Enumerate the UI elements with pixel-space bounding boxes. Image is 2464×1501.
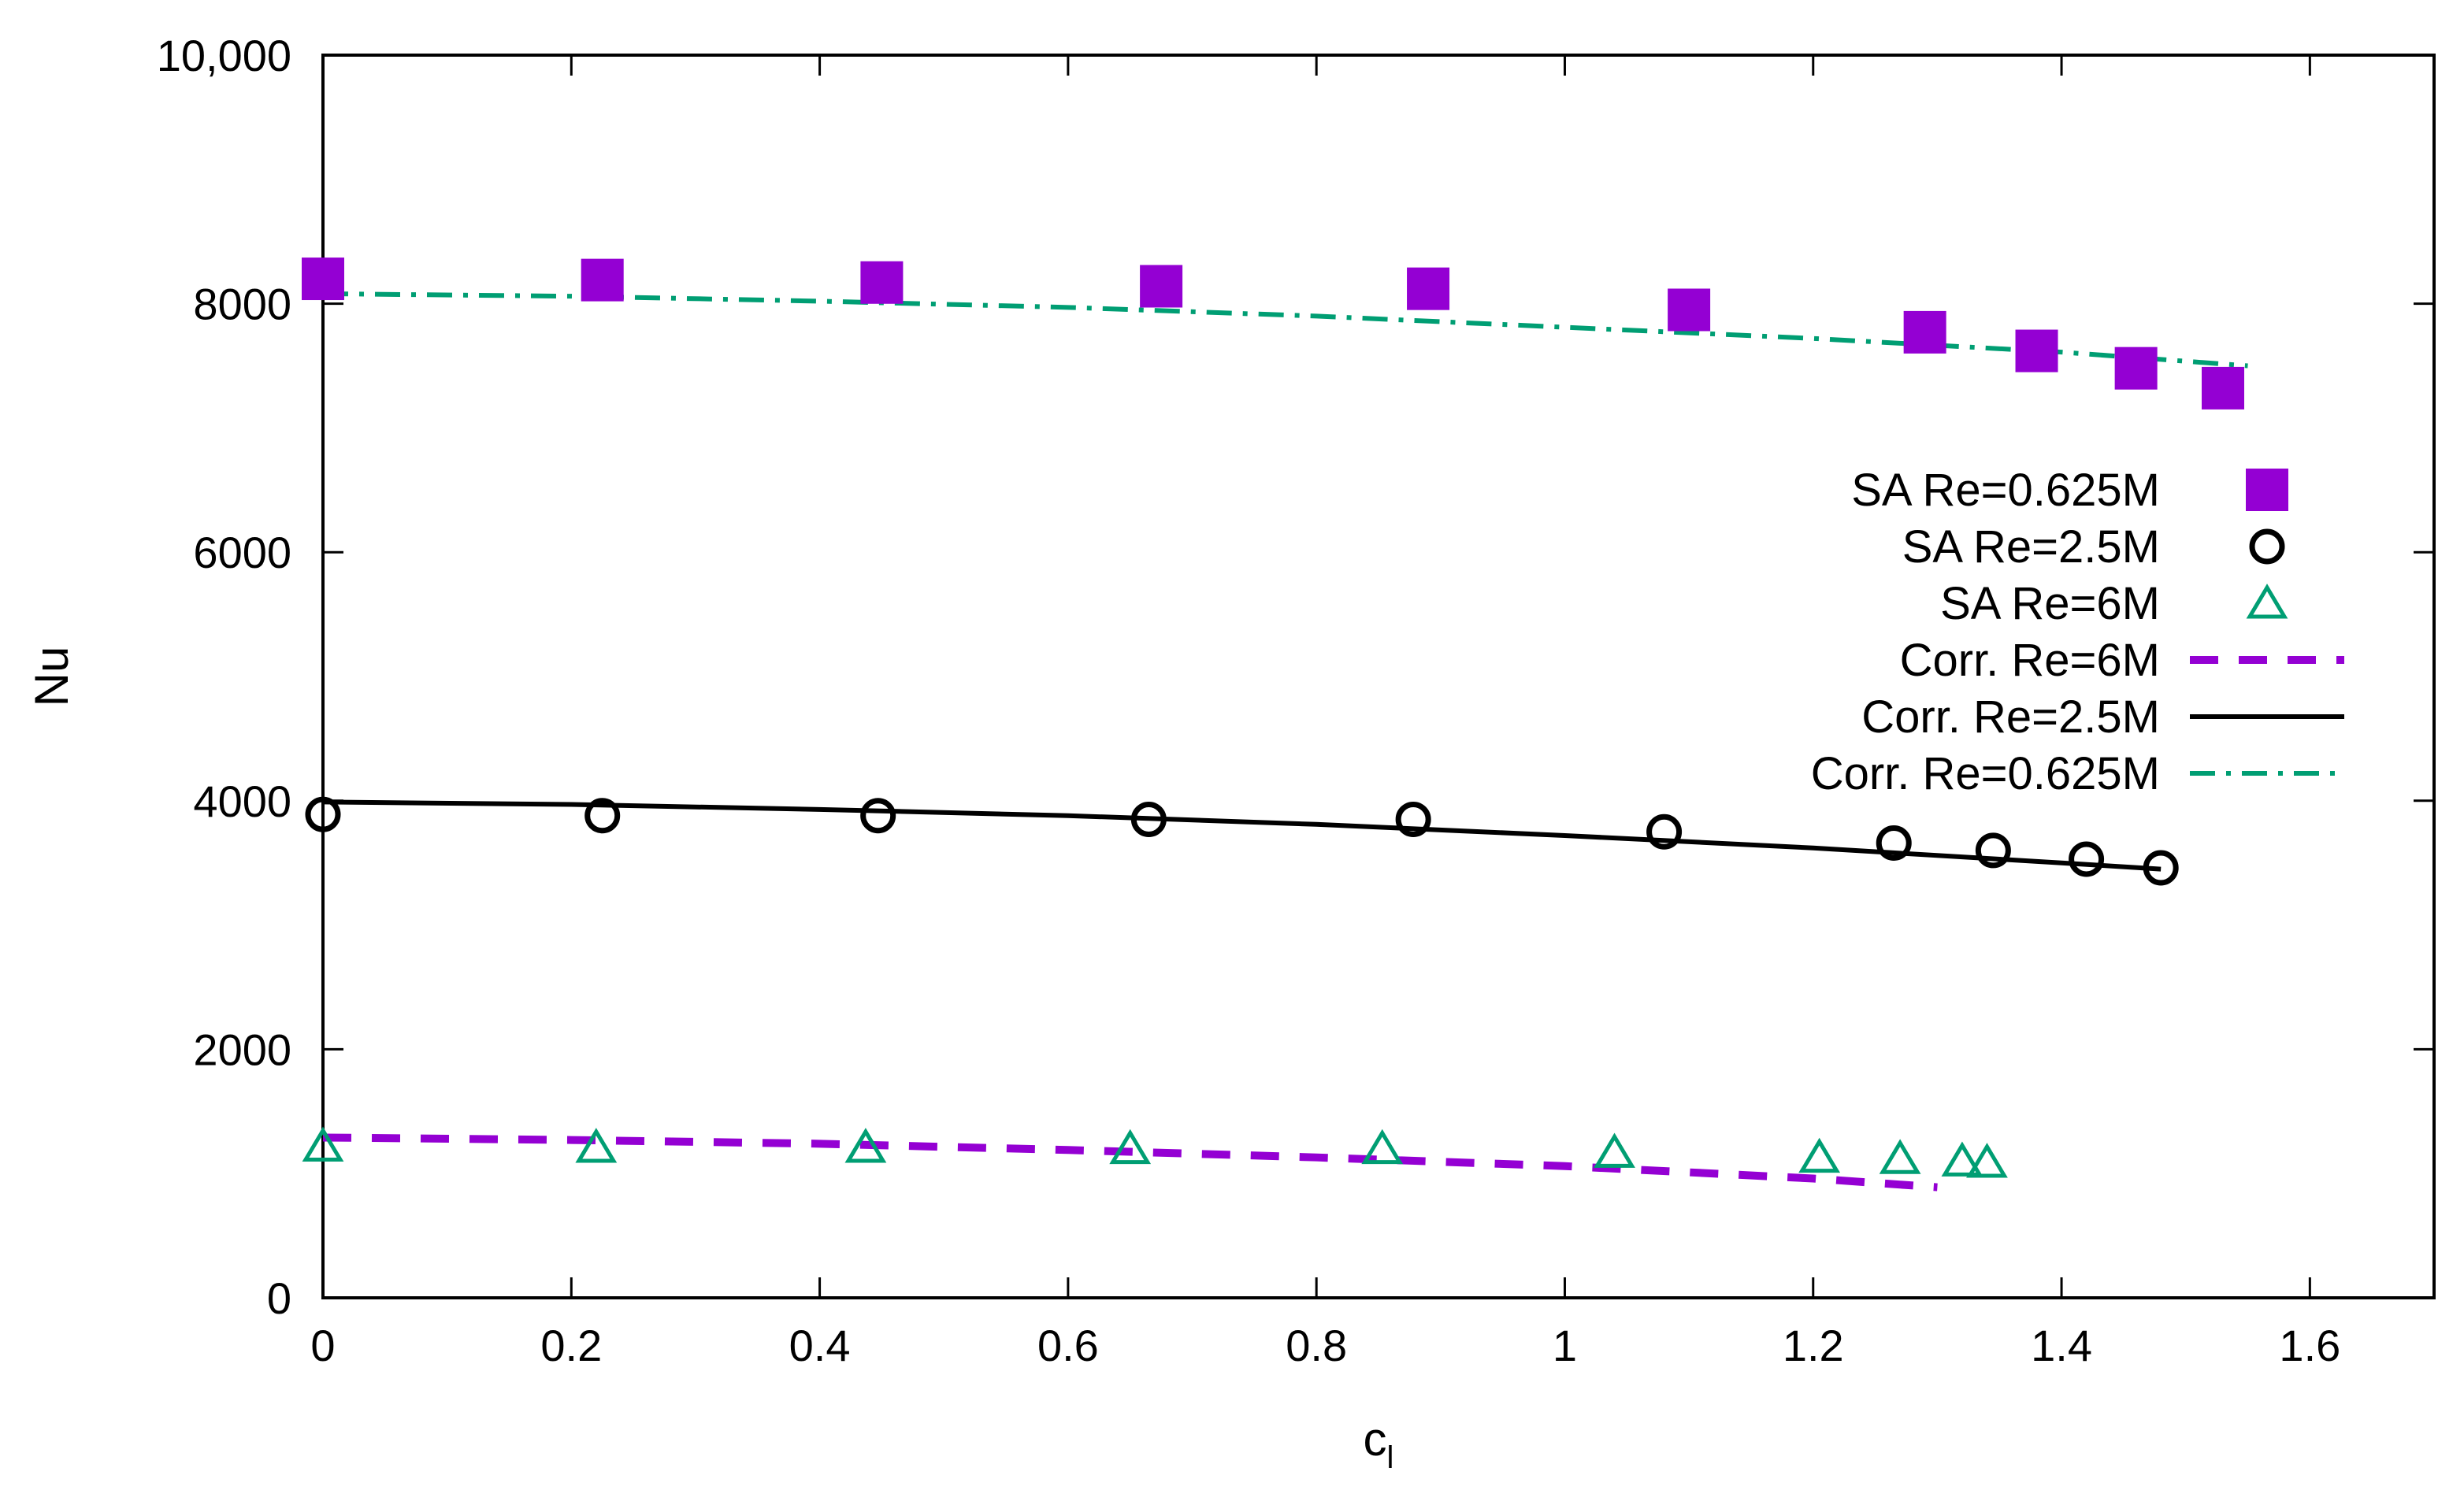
data-point-sa-re-2-5m xyxy=(305,796,341,832)
x-tick-label: 0.2 xyxy=(540,1321,602,1370)
legend-symbol xyxy=(2246,469,2288,511)
data-point-sa-re-0-625m xyxy=(2202,366,2244,410)
data-point-sa-re-0-625m xyxy=(302,258,344,301)
data-point-sa-re-0-625m xyxy=(2015,329,2058,372)
legend-item-sa-re-2-5m: SA Re=2.5M xyxy=(1902,521,2285,573)
x-tick-label: 0 xyxy=(310,1321,335,1370)
y-tick-label: 4000 xyxy=(193,776,291,826)
x-tick-label: 1.4 xyxy=(2031,1321,2092,1370)
data-point-sa-re-6m xyxy=(302,1126,344,1162)
y-tick-label: 8000 xyxy=(193,280,291,329)
data-point-sa-re-0-625m xyxy=(1668,288,1711,332)
x-tick-label: 0.8 xyxy=(1286,1321,1347,1370)
legend-symbol xyxy=(2249,528,2285,565)
x-tick-label: 1.2 xyxy=(1783,1321,1844,1370)
y-tick-label: 0 xyxy=(267,1273,291,1323)
series-line-corr-re-0-625m xyxy=(322,291,2248,369)
x-tick-label: 1 xyxy=(1553,1321,1577,1370)
data-point-sa-re-6m xyxy=(1361,1129,1404,1165)
legend-label: SA Re=0.625M xyxy=(1851,465,2160,516)
legend-item-corr-re-2-5m: Corr. Re=2.5M xyxy=(1861,691,2344,743)
x-axis-label: cl xyxy=(1364,1413,1394,1475)
data-point-sa-re-0-625m xyxy=(581,258,624,302)
data-point-sa-re-0-625m xyxy=(2114,347,2158,390)
series-sa-re-2-5m xyxy=(305,796,2179,886)
series-line-corr-re-6m xyxy=(322,1133,1938,1192)
legend-item-corr-re-6m: Corr. Re=6M xyxy=(1900,635,2344,686)
data-point-sa-re-6m xyxy=(1594,1132,1635,1168)
data-point-sa-re-2-5m xyxy=(1646,814,1683,850)
series-markers xyxy=(302,258,2244,1178)
data-point-sa-re-0-625m xyxy=(860,261,904,304)
data-point-sa-re-6m xyxy=(1109,1129,1152,1165)
x-tick-label: 1.6 xyxy=(2279,1321,2340,1370)
legend-label: SA Re=6M xyxy=(1940,578,2160,629)
axis-ticks: 0 0.2 0.4 0.6 0.8 1 1.2 1.4 1.6 0 2000 4000 6000 8000… xyxy=(157,31,2434,1370)
plot-frame xyxy=(321,54,2436,1299)
x-tick-label: 0.6 xyxy=(1037,1321,1099,1370)
data-point-sa-re-0-625m xyxy=(1903,310,1946,354)
legend-symbol xyxy=(2246,584,2288,619)
legend-item-sa-re-6m: SA Re=6M xyxy=(1940,578,2288,629)
data-point-sa-re-2-5m xyxy=(1130,801,1167,837)
series-sa-re-0-625m xyxy=(302,258,2244,410)
data-point-sa-re-2-5m xyxy=(860,798,896,834)
data-point-sa-re-0-625m xyxy=(1407,267,1450,310)
legend-item-corr-re-0-625m: Corr. Re=0.625M xyxy=(1811,748,2344,799)
data-point-sa-re-2-5m xyxy=(1975,832,2011,869)
legend-label: SA Re=2.5M xyxy=(1902,521,2160,573)
series-sa-re-6m xyxy=(302,1126,2008,1178)
y-tick-label: 6000 xyxy=(193,528,291,577)
legend-label: Corr. Re=0.625M xyxy=(1811,748,2160,799)
data-point-sa-re-2-5m xyxy=(2143,850,2179,886)
x-axis-label-subscript: l xyxy=(1387,1440,1394,1475)
data-point-sa-re-6m xyxy=(1941,1141,1983,1177)
data-point-sa-re-2-5m xyxy=(1395,801,1431,837)
data-point-sa-re-2-5m xyxy=(584,798,621,834)
data-point-sa-re-2-5m xyxy=(2069,841,2105,877)
data-point-sa-re-6m xyxy=(1966,1143,2008,1178)
y-tick-label: 10,000 xyxy=(157,31,291,80)
y-tick-label: 2000 xyxy=(193,1025,291,1074)
legend-label: Corr. Re=6M xyxy=(1900,635,2160,686)
data-point-sa-re-6m xyxy=(1798,1137,1841,1173)
x-tick-label: 0.4 xyxy=(789,1321,851,1370)
data-point-sa-re-6m xyxy=(575,1128,618,1163)
data-point-sa-re-6m xyxy=(1879,1139,1921,1174)
legend-label: Corr. Re=2.5M xyxy=(1861,691,2160,743)
data-point-sa-re-6m xyxy=(844,1128,887,1163)
data-point-sa-re-2-5m xyxy=(1876,825,1912,861)
legend-item-sa-re-0-625m: SA Re=0.625M xyxy=(1851,465,2288,516)
y-axis-label: Nu xyxy=(25,647,78,707)
x-axis-label-main: c xyxy=(1364,1413,1387,1466)
data-point-sa-re-0-625m xyxy=(1140,265,1183,308)
